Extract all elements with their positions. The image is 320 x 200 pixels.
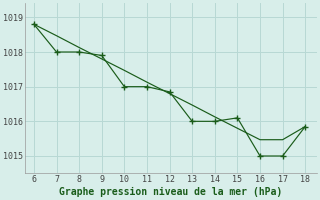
X-axis label: Graphe pression niveau de la mer (hPa): Graphe pression niveau de la mer (hPa) [59,186,282,197]
